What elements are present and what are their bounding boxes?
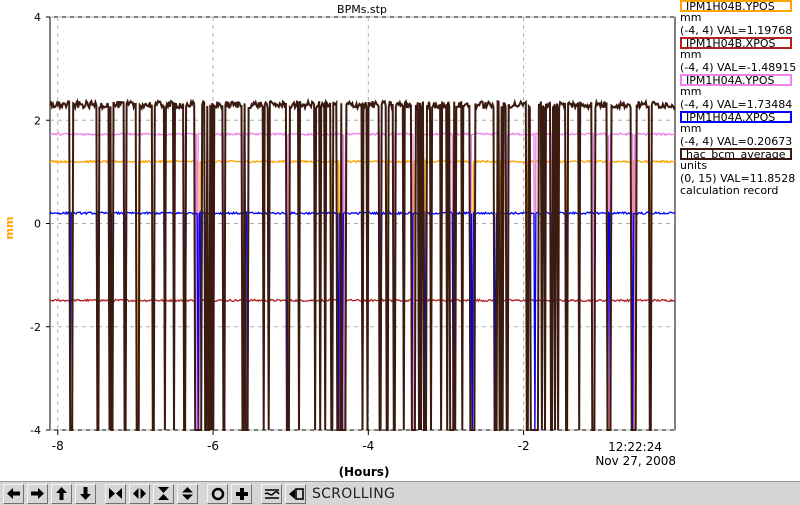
legend-extra: calculation record (680, 185, 779, 197)
legend-series-name: IPM1H04B.XPOS (686, 37, 776, 49)
legend-name-box[interactable]: IPM1H04B.XPOS (680, 37, 792, 49)
legend-range-value: (-4, 4) VAL=-1.48915 (680, 62, 800, 75)
legend-entry[interactable]: IPM1H04B.YPOS mm (-4, 4) VAL=1.19768 (680, 0, 800, 37)
legend-range: (-4, 4) (680, 98, 714, 111)
toolbar: SCROLLING (0, 481, 800, 505)
add-button[interactable] (231, 483, 252, 504)
legend-name-box[interactable]: IPM1H04A.XPOS (680, 111, 792, 123)
zoom-out-x-icon (133, 488, 146, 499)
legend-units: units (680, 160, 708, 172)
legend-value: VAL=1.73484 (717, 98, 793, 111)
x-axis-label: (Hours) (339, 465, 390, 479)
legend-series-name: IPM1H04A.XPOS (686, 111, 776, 123)
legend-entry[interactable]: IPM1H04A.YPOS mm (-4, 4) VAL=1.73484 (680, 74, 800, 111)
legend-units: mm (680, 49, 702, 61)
legend-entry[interactable]: IPM1H04A.XPOS mm (-4, 4) VAL=0.20673 (680, 111, 800, 148)
scroll-mode-button[interactable] (285, 483, 306, 504)
arrow-left-icon (7, 488, 20, 499)
legend-name-box[interactable]: IPM1H04B.YPOS (680, 0, 792, 12)
time-label: 12:22:24 (608, 440, 662, 454)
scroll-up-button[interactable] (51, 483, 72, 504)
y-tick-label: 0 (34, 218, 41, 231)
zoom-out-x-button[interactable] (129, 483, 150, 504)
scroll-down-button[interactable] (75, 483, 96, 504)
x-tick-label: -6 (207, 439, 219, 453)
zoom-out-y-button[interactable] (177, 483, 198, 504)
legend-series-name: IPM1H04A.YPOS (686, 74, 775, 86)
legend-value: VAL=1.19768 (717, 24, 793, 37)
zoom-in-x-icon (109, 488, 122, 499)
legend-entry[interactable]: hac_bcm_average units (0, 15) VAL=11.852… (680, 148, 800, 198)
arrow-down-icon (80, 487, 91, 500)
y-axis-label: mm (3, 217, 16, 240)
zoom-out-y-icon (182, 487, 193, 500)
waveform-button[interactable] (261, 483, 282, 504)
scroll-mode-icon (288, 487, 304, 500)
strip-chart[interactable]: -4 -2 0 2 4 -8 -6 -4 -2 BPMs.stp mm (Hours) 12:… (0, 0, 680, 481)
y-tick-label: -4 (30, 424, 41, 437)
y-tick-label: 2 (34, 114, 41, 127)
arrow-up-icon (56, 487, 67, 500)
scrolling-status: SCROLLING (312, 485, 396, 502)
x-tick-label: -2 (518, 439, 530, 453)
x-tick-label: -8 (52, 439, 64, 453)
zoom-in-y-icon (158, 487, 169, 500)
legend-range-value: (0, 15) VAL=11.8528 (680, 173, 800, 186)
legend-value: VAL=11.8528 (720, 172, 796, 185)
x-axis: -8 -6 -4 -2 (52, 430, 530, 453)
y-tick-label: 4 (34, 11, 41, 24)
zoom-in-y-button[interactable] (153, 483, 174, 504)
waveform-icon (263, 488, 280, 499)
series-layer (49, 97, 676, 431)
legend-range: (0, 15) (680, 172, 717, 185)
y-tick-label: -2 (30, 321, 41, 334)
legend-units: mm (680, 86, 702, 98)
legend-range-value: (-4, 4) VAL=1.73484 (680, 99, 800, 112)
legend-range: (-4, 4) (680, 135, 714, 148)
zoom-in-x-button[interactable] (105, 483, 126, 504)
legend-value: VAL=-1.48915 (717, 61, 797, 74)
date-label: Nov 27, 2008 (595, 454, 676, 468)
legend-units: mm (680, 123, 702, 135)
legend-value: VAL=0.20673 (717, 135, 793, 148)
arrow-right-icon (31, 488, 44, 499)
scroll-right-button[interactable] (27, 483, 48, 504)
x-tick-label: -4 (362, 439, 374, 453)
y-axis: -4 -2 0 2 4 (30, 11, 50, 437)
legend-range-value: (-4, 4) VAL=1.19768 (680, 25, 800, 38)
scroll-left-button[interactable] (3, 483, 24, 504)
legend-entry[interactable]: IPM1H04B.XPOS mm (-4, 4) VAL=-1.48915 (680, 37, 800, 74)
legend-series-name: hac_bcm_average (686, 148, 786, 160)
plus-icon (235, 487, 248, 500)
legend-name-box[interactable]: hac_bcm_average (680, 148, 792, 160)
legend-units: mm (680, 12, 702, 24)
circle-icon (211, 487, 224, 500)
legend-series-name: IPM1H04B.YPOS (686, 0, 775, 12)
legend-range-value: (-4, 4) VAL=0.20673 (680, 136, 800, 149)
legend-range: (-4, 4) (680, 61, 714, 74)
chart-title: BPMs.stp (337, 3, 387, 16)
legend-name-box[interactable]: IPM1H04A.YPOS (680, 74, 792, 86)
series-line (49, 97, 676, 431)
autoscale-button[interactable] (207, 483, 228, 504)
legend: IPM1H04B.YPOS mm (-4, 4) VAL=1.19768 IPM… (680, 0, 800, 198)
legend-range: (-4, 4) (680, 24, 714, 37)
